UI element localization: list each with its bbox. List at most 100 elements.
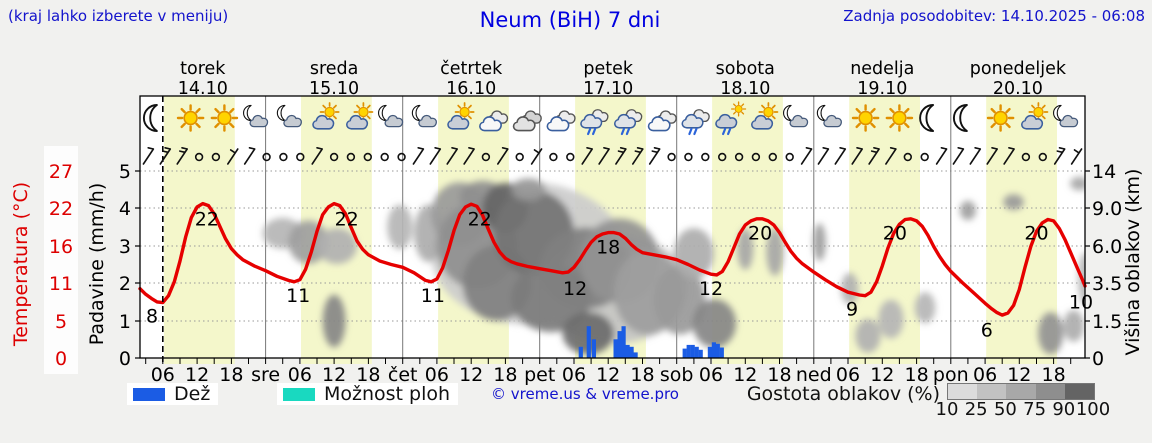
temperature-value-label: 10	[1069, 292, 1093, 314]
wind-barb-icon	[463, 147, 475, 165]
wind-barb-icon	[496, 147, 509, 165]
wind-barb-icon	[718, 152, 727, 162]
wind-barb-icon	[648, 147, 661, 165]
wind-barb-icon	[734, 152, 744, 162]
hour-label: 06	[425, 364, 449, 386]
hour-label: 06	[836, 364, 860, 386]
wind-barb-icon	[481, 152, 491, 162]
hour-label: 12	[459, 364, 483, 386]
day-date: 14.10	[178, 79, 228, 99]
hour-label: 18	[767, 364, 791, 386]
hour-label: 06	[973, 364, 997, 386]
wind-barb-icon	[243, 147, 256, 165]
hour-label: 12	[870, 364, 894, 386]
wind-barb-icon	[1003, 147, 1015, 165]
wind-barb-icon	[935, 147, 948, 165]
weather-icon-sun	[986, 104, 1015, 132]
hour-label: 12	[733, 364, 757, 386]
hour-label: 18	[493, 364, 517, 386]
wind-barb-icon	[615, 147, 627, 165]
wind-barb-icon	[667, 152, 676, 162]
density-tick-label: 100	[1075, 399, 1111, 420]
wind-barb-icon	[363, 152, 372, 162]
day-name: nedelja	[850, 59, 914, 79]
weather-icon-moon	[142, 104, 158, 132]
temperature-tick: 27	[49, 161, 73, 183]
wind-barb-icon	[211, 152, 221, 162]
day-abbrev: pon	[933, 364, 969, 386]
precip-tick: 2	[119, 273, 131, 295]
day-date: 20.10	[993, 79, 1043, 99]
hour-label: 12	[596, 364, 620, 386]
day-name: petek	[583, 59, 634, 79]
menu-hint: (kraj lahko izberete v meniju)	[8, 7, 229, 25]
day-abbrev: sre	[251, 364, 280, 386]
temperature-value-label: 18	[596, 236, 620, 258]
density-tick-label: 50	[993, 399, 1017, 420]
weather-icon-sun-cloud	[312, 102, 340, 130]
hour-label: 06	[699, 364, 723, 386]
cloud-density-label: Gostota oblakov (%)	[746, 383, 940, 405]
wind-barb-icon	[868, 147, 880, 165]
weather-icon-moon-cloud	[276, 104, 302, 128]
wind-barb-icon	[885, 147, 897, 165]
precip-tick: 4	[119, 198, 131, 220]
wind-barb-icon	[817, 147, 830, 165]
hour-label: 06	[151, 364, 175, 386]
cloud-density-blobs	[262, 176, 1085, 355]
day-name: sobota	[716, 59, 775, 79]
day-name: sreda	[310, 59, 359, 79]
rain-color-swatch	[133, 387, 165, 401]
hour-label: 18	[356, 364, 380, 386]
temperature-value-label: 22	[195, 209, 219, 231]
rain-label: Dež	[174, 383, 211, 405]
precip-tick: 1	[119, 311, 131, 333]
wind-barb-icon	[446, 147, 459, 165]
day-date: 15.10	[309, 79, 359, 99]
wind-barb-icon	[176, 147, 188, 165]
wind-barb-icon	[986, 147, 999, 165]
weather-icon-sun-cloud	[751, 102, 779, 130]
density-segment	[1035, 384, 1065, 399]
hour-label: 18	[630, 364, 654, 386]
temperature-tick: 11	[49, 273, 73, 295]
day-name: ponedeljek	[970, 59, 1067, 79]
weather-icon-sun-cloud	[1021, 102, 1049, 130]
wind-barb-icon	[920, 152, 929, 162]
density-segment	[948, 384, 978, 399]
hour-label: 18	[1042, 364, 1066, 386]
wind-barb-icon	[142, 147, 155, 165]
precip-tick: 3	[119, 236, 131, 258]
day-name: torek	[180, 59, 226, 79]
weather-icon-cloudy	[546, 110, 576, 132]
wind-barb-icon	[684, 152, 693, 162]
temperature-value-label: 12	[563, 278, 587, 300]
wind-barb-icon	[159, 147, 172, 165]
density-segment	[1064, 384, 1095, 399]
wind-barb-icon	[194, 152, 204, 162]
weather-icon-cloudy	[647, 110, 677, 132]
wind-barb-icon	[530, 148, 543, 165]
cloud-height-tick: 14	[1092, 161, 1116, 183]
hour-label: 12	[1007, 364, 1031, 386]
day-abbrev: čet	[388, 364, 418, 386]
wind-barb-icon	[1053, 147, 1066, 165]
hour-label: 06	[288, 364, 312, 386]
cloud-height-tick: 6.0	[1092, 236, 1122, 258]
wind-barb-icon	[397, 152, 406, 162]
temperature-value-label: 12	[699, 278, 723, 300]
wind-barb-icon	[631, 147, 644, 165]
hour-label: 18	[905, 364, 929, 386]
weather-icon-sun	[210, 104, 239, 132]
weather-icon-sun	[885, 104, 914, 132]
temperature-value-label: 8	[146, 306, 158, 328]
weather-icon-sun-rain	[715, 101, 747, 136]
copyright-link[interactable]: © vreme.us & vreme.pro	[491, 385, 679, 403]
weather-icon-moon	[952, 104, 968, 132]
density-tick-label: 90	[1052, 399, 1076, 420]
cloud-density-scale	[947, 383, 1095, 400]
temperature-tick: 0	[55, 348, 67, 370]
wind-barb-icon	[566, 152, 575, 162]
cloud-height-tick: 9.0	[1092, 198, 1122, 220]
